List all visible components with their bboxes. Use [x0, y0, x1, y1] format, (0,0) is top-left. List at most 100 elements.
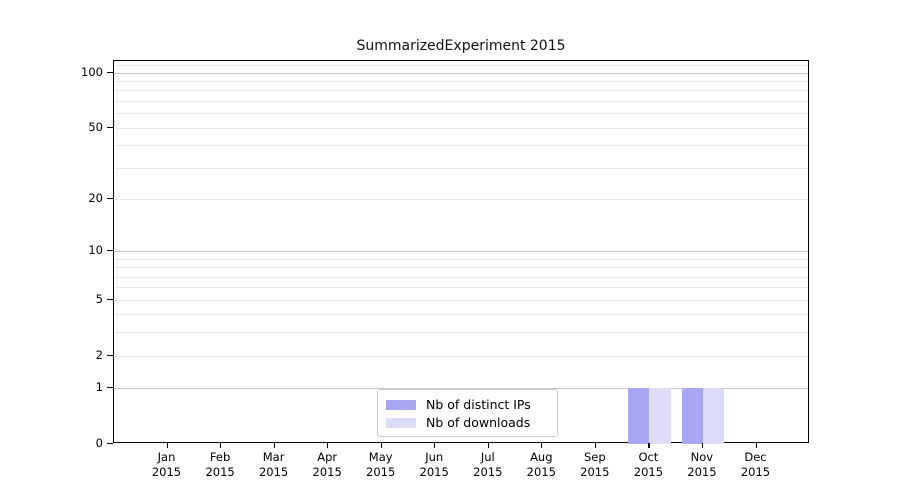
legend: Nb of distinct IPs Nb of downloads — [377, 389, 558, 437]
x-axis-tick-mark — [273, 443, 275, 448]
minor-gridline — [114, 287, 808, 289]
minor-gridline — [114, 113, 808, 115]
x-axis-tick-label: Dec 2015 — [724, 450, 788, 480]
legend-row: Nb of downloads — [386, 414, 549, 431]
y-axis-tick-mark — [107, 250, 113, 252]
y-axis-tick-mark — [107, 71, 113, 73]
x-tick-year: 2015 — [740, 465, 771, 479]
y-axis-tick-mark — [107, 126, 113, 128]
major-gridline — [114, 251, 808, 252]
bar-nb-of-distinct-ips-oct — [628, 388, 650, 444]
x-axis-tick-mark — [434, 443, 436, 448]
x-axis-tick-mark — [327, 443, 329, 448]
minor-gridline — [114, 198, 808, 200]
x-axis-tick-mark — [541, 443, 543, 448]
x-axis-tick-label: Feb 2015 — [188, 450, 252, 480]
y-axis-tick-label: 50 — [88, 119, 103, 134]
y-axis-tick-mark — [107, 197, 113, 200]
x-axis-tick-mark — [380, 443, 382, 448]
y-axis-tick-mark — [107, 354, 113, 356]
chart-title: SummarizedExperiment 2015 — [356, 38, 566, 54]
x-axis-tick-mark — [166, 443, 168, 448]
y-axis: 0 1 2 5 10 20 50 100 — [0, 60, 113, 450]
x-axis-tick-label: Jan 2015 — [135, 450, 199, 480]
x-tick-year: 2015 — [366, 465, 396, 479]
x-tick-year: 2015 — [258, 465, 289, 479]
minor-gridline — [114, 258, 808, 260]
major-gridline — [114, 72, 808, 74]
y-axis-tick-label: 5 — [95, 291, 103, 306]
minor-gridline — [114, 127, 808, 129]
x-tick-month: Aug — [530, 450, 553, 464]
x-axis-tick-label: Jul 2015 — [456, 450, 520, 480]
x-axis-tick-label: Aug 2015 — [509, 450, 573, 480]
minor-gridline — [114, 267, 808, 269]
x-axis-tick-mark — [701, 443, 704, 448]
x-axis-tick-mark — [594, 443, 596, 448]
y-axis-tick-label: 100 — [81, 64, 103, 79]
x-tick-month: Dec — [744, 450, 767, 464]
minor-gridline — [114, 299, 808, 301]
x-tick-month: Jun — [425, 450, 444, 464]
legend-swatch-nb-of-distinct-ips — [386, 399, 416, 410]
x-axis-tick-label: May 2015 — [349, 450, 413, 480]
minor-gridline — [114, 145, 808, 147]
minor-gridline — [114, 167, 808, 169]
x-axis-tick-label: Sep 2015 — [563, 450, 627, 480]
x-tick-year: 2015 — [580, 465, 610, 479]
x-axis-tick-label: Nov 2015 — [670, 450, 734, 480]
legend-label: Nb of downloads — [426, 415, 531, 430]
bar-nb-of-downloads-oct — [649, 388, 671, 444]
x-tick-month: Apr — [317, 450, 338, 464]
plot-area: Nb of distinct IPs Nb of downloads — [113, 60, 809, 444]
minor-gridline — [114, 80, 808, 82]
x-tick-year: 2015 — [205, 465, 235, 479]
y-axis-tick-label: 10 — [88, 243, 103, 257]
x-tick-year: 2015 — [687, 465, 717, 479]
minor-gridline — [114, 100, 808, 102]
x-tick-month: Jan — [157, 450, 176, 464]
x-tick-year: 2015 — [419, 465, 449, 479]
bar-nb-of-distinct-ips-nov — [681, 388, 703, 444]
y-axis-tick-label: 2 — [95, 347, 103, 362]
minor-gridline — [114, 64, 808, 66]
x-tick-month: Mar — [262, 450, 285, 464]
x-tick-year: 2015 — [312, 465, 342, 479]
x-axis-tick-label: Apr 2015 — [295, 450, 359, 480]
legend-swatch-nb-of-downloads — [386, 417, 416, 428]
y-axis-tick-mark — [107, 387, 113, 389]
x-axis-tick-mark — [648, 443, 650, 448]
x-tick-month: Nov — [690, 450, 714, 464]
x-axis-tick-mark — [755, 443, 757, 448]
minor-gridline — [114, 332, 808, 334]
x-axis-tick-mark — [487, 443, 489, 448]
minor-gridline — [114, 355, 808, 357]
x-tick-year: 2015 — [633, 465, 664, 479]
x-axis: Jan 2015 Feb 2015 Mar 2015 Apr 2015 May 2015 Jun 20… — [113, 443, 809, 500]
x-axis-tick-label: Oct 2015 — [616, 450, 680, 480]
x-axis-tick-label: Mar 2015 — [242, 450, 306, 480]
x-tick-month: Sep — [583, 450, 606, 464]
x-tick-month: Feb — [209, 450, 231, 464]
x-tick-month: May — [368, 450, 393, 464]
legend-row: Nb of distinct IPs — [386, 396, 549, 413]
y-axis-tick-label: 1 — [95, 380, 103, 395]
x-tick-year: 2015 — [473, 465, 503, 479]
bar-nb-of-downloads-nov — [702, 388, 725, 444]
x-tick-year: 2015 — [526, 465, 556, 479]
y-axis-tick-mark — [107, 443, 113, 445]
minor-gridline — [114, 276, 808, 278]
minor-gridline — [114, 314, 808, 316]
minor-gridline — [114, 90, 808, 92]
legend-label: Nb of distinct IPs — [426, 397, 531, 412]
x-axis-tick-label: Jun 2015 — [402, 450, 466, 480]
x-axis-tick-mark — [220, 443, 222, 448]
x-tick-month: Jul — [480, 450, 495, 464]
x-tick-month: Oct — [638, 450, 659, 464]
major-gridline — [114, 388, 808, 390]
y-axis-tick-label: 20 — [88, 190, 103, 205]
y-axis-tick-mark — [107, 298, 113, 300]
y-axis-tick-label: 0 — [95, 436, 103, 450]
x-tick-year: 2015 — [151, 465, 182, 479]
